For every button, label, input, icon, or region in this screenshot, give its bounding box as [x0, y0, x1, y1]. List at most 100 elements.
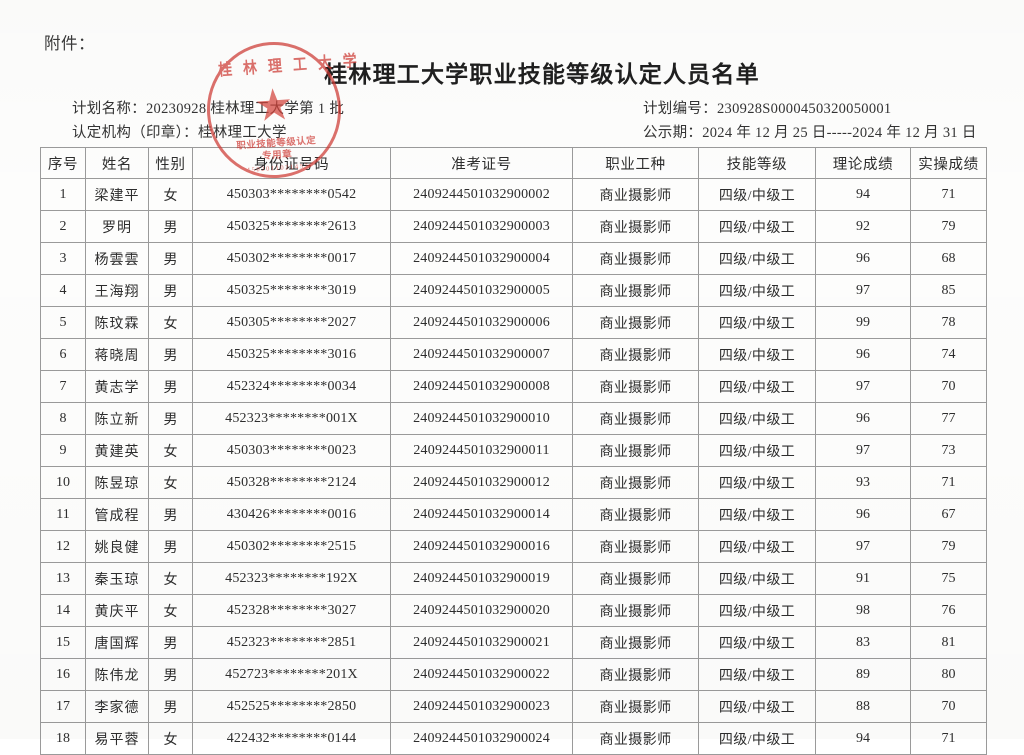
cell-exam-number: 2409244501032900008 [390, 370, 573, 403]
table-row: 13 秦玉琼女 452323********192X 2409244501032900… [40, 562, 987, 595]
cell-name: 姚良健 [85, 530, 149, 563]
cell-theory-score: 96 [815, 242, 911, 275]
cell-id-number: 452328********3027 [192, 594, 391, 627]
cell-occupation: 商业摄影师 [572, 562, 699, 595]
cell-occupation: 商业摄影师 [572, 242, 699, 275]
meta-row-second: 认定机构（印章）：桂林理工大学 公示期：2024 年 12 月 25 日----… [0, 122, 1024, 145]
column-header-practice-score: 实操成绩 [910, 147, 987, 179]
cell-occupation: 商业摄影师 [572, 274, 699, 307]
cell-name: 罗明 [85, 210, 149, 243]
column-header-name: 姓名 [85, 147, 149, 179]
table-row: 15 唐国辉男 452323********2851 2409244501032900… [40, 626, 987, 659]
column-header-theory-score: 理论成绩 [815, 147, 911, 179]
cell-id-number: 450303********0023 [192, 434, 391, 467]
cell-practice-score: 70 [910, 370, 987, 403]
cell-name: 陈昱琼 [85, 466, 149, 499]
cell-skill-level: 四级/中级工 [698, 658, 816, 691]
cell-id-number: 430426********0016 [192, 498, 391, 531]
cell-exam-number: 2409244501032900020 [390, 594, 573, 627]
column-header-exam-number: 准考证号 [390, 147, 573, 179]
cell-occupation: 商业摄影师 [572, 434, 699, 467]
cell-skill-level: 四级/中级工 [698, 434, 816, 467]
table-row: 1 梁建平女 450303********0542 24092445010329000… [40, 178, 987, 211]
cell-practice-score: 75 [910, 562, 987, 595]
cell-practice-score: 71 [910, 466, 987, 499]
cell-occupation: 商业摄影师 [572, 498, 699, 531]
cell-practice-score: 68 [910, 242, 987, 275]
plan-name-field: 计划名称：20230928 桂林理工大学第 1 批 [72, 98, 344, 121]
cell-exam-number: 2409244501032900010 [390, 402, 573, 435]
cell-index: 12 [40, 530, 86, 563]
cell-practice-score: 67 [910, 498, 987, 531]
cell-skill-level: 四级/中级工 [698, 274, 816, 307]
cell-sex: 男 [148, 210, 193, 243]
cell-sex: 女 [148, 178, 193, 211]
cell-index: 4 [40, 274, 86, 307]
cell-skill-level: 四级/中级工 [698, 242, 816, 275]
cell-occupation: 商业摄影师 [572, 306, 699, 339]
cell-index: 15 [40, 626, 86, 659]
column-header-id-number: 身份证号码 [192, 147, 391, 179]
cell-id-number: 452323********001X [192, 402, 391, 435]
cell-name: 黄庆平 [85, 594, 149, 627]
cell-sex: 男 [148, 370, 193, 403]
cell-theory-score: 97 [815, 370, 911, 403]
cell-name: 李家德 [85, 690, 149, 723]
table-row: 8 陈立新男 452323********001X 24092445010329000… [40, 402, 987, 435]
cell-exam-number: 2409244501032900011 [390, 434, 573, 467]
cell-index: 1 [40, 178, 86, 211]
table-row: 9 黄建英女 450303********0023 24092445010329000… [40, 434, 987, 467]
cell-practice-score: 81 [910, 626, 987, 659]
roster-table-container: 序号 姓名 性别 身份证号码 准考证号 职业工种 技能等级 理论成绩 实操成绩 … [40, 147, 987, 755]
cell-skill-level: 四级/中级工 [698, 178, 816, 211]
cell-name: 梁建平 [85, 178, 149, 211]
table-row: 7 黄志学男 452324********0034 24092445010329000… [40, 370, 987, 403]
cell-index: 8 [40, 402, 86, 435]
cell-index: 16 [40, 658, 86, 691]
plan-name-value: 20230928 桂林理工大学第 1 批 [146, 101, 345, 117]
cell-name: 杨雲雲 [85, 242, 149, 275]
cell-exam-number: 2409244501032900016 [390, 530, 573, 563]
cell-exam-number: 2409244501032900019 [390, 562, 573, 595]
cell-occupation: 商业摄影师 [572, 466, 699, 499]
cell-practice-score: 80 [910, 658, 987, 691]
cell-id-number: 452324********0034 [192, 370, 391, 403]
table-row: 4 王海翔男 450325********3019 24092445010329000… [40, 274, 987, 307]
attachment-label: 附件： [44, 34, 95, 53]
column-header-index: 序号 [40, 147, 86, 179]
cell-skill-level: 四级/中级工 [698, 530, 816, 563]
cell-practice-score: 79 [910, 210, 987, 243]
cell-id-number: 450325********3016 [192, 338, 391, 371]
cell-id-number: 450303********0542 [192, 178, 391, 211]
cell-skill-level: 四级/中级工 [698, 306, 816, 339]
cell-occupation: 商业摄影师 [572, 594, 699, 627]
cell-theory-score: 91 [815, 562, 911, 595]
cell-sex: 男 [148, 242, 193, 275]
cell-skill-level: 四级/中级工 [698, 594, 816, 627]
cell-skill-level: 四级/中级工 [698, 338, 816, 371]
cell-index: 6 [40, 338, 86, 371]
document-meta: 计划名称：20230928 桂林理工大学第 1 批 计划编号：230928S00… [0, 98, 1024, 148]
cell-skill-level: 四级/中级工 [698, 626, 816, 659]
cell-id-number: 450325********3019 [192, 274, 391, 307]
cell-sex: 女 [148, 562, 193, 595]
cell-index: 9 [40, 434, 86, 467]
cell-sex: 女 [148, 306, 193, 339]
cell-exam-number: 2409244501032900022 [390, 658, 573, 691]
cell-id-number: 450305********2027 [192, 306, 391, 339]
cell-theory-score: 93 [815, 466, 911, 499]
cell-practice-score: 74 [910, 338, 987, 371]
cell-practice-score: 78 [910, 306, 987, 339]
cell-name: 陈玟霖 [85, 306, 149, 339]
cell-occupation: 商业摄影师 [572, 690, 699, 723]
cell-sex: 男 [148, 530, 193, 563]
cell-practice-score: 70 [910, 690, 987, 723]
meta-row-first: 计划名称：20230928 桂林理工大学第 1 批 计划编号：230928S00… [0, 98, 1024, 121]
plan-name-label: 计划名称： [72, 101, 146, 117]
cell-index: 5 [40, 306, 86, 339]
plan-number-label: 计划编号： [643, 101, 717, 117]
plan-number-value: 230928S0000450320050001 [717, 101, 892, 117]
cell-exam-number: 2409244501032900006 [390, 306, 573, 339]
cell-theory-score: 97 [815, 434, 911, 467]
publicity-period-field: 公示期：2024 年 12 月 25 日-----2024 年 12 月 31 … [643, 122, 977, 145]
